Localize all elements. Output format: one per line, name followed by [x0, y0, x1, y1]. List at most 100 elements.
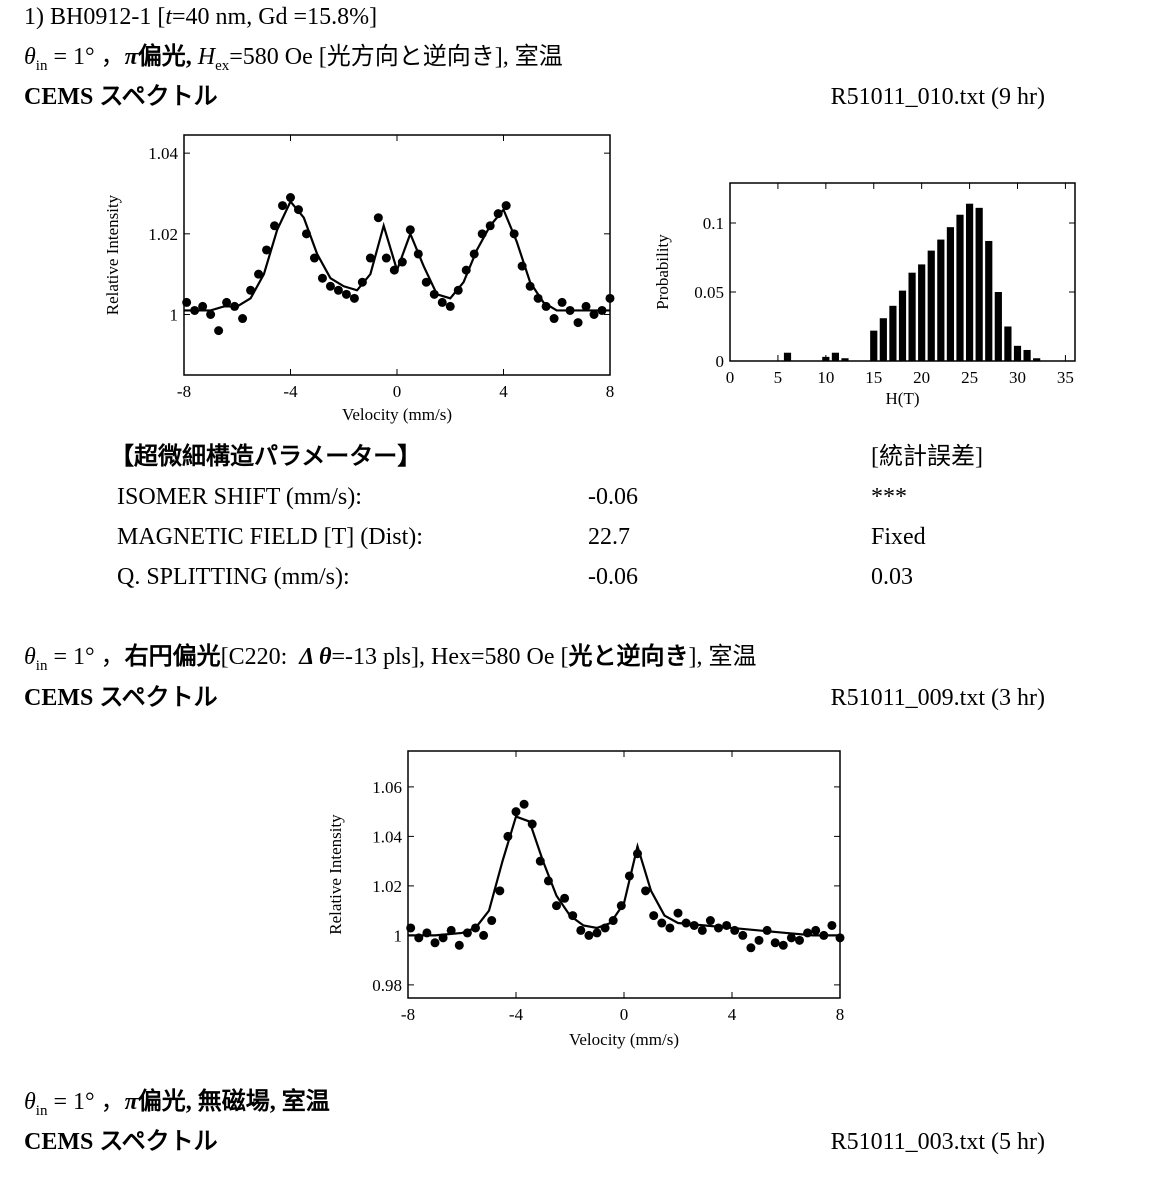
- data-point: [754, 935, 764, 945]
- bar: [946, 227, 955, 361]
- x-tick-label: -8: [401, 1005, 415, 1024]
- data-point: [317, 273, 327, 283]
- param-value: 22.7: [588, 524, 630, 550]
- params-title: 【超微細構造パラメーター】: [110, 444, 422, 470]
- x-tick-label: 15: [865, 368, 882, 387]
- data-point: [198, 301, 208, 311]
- file: R51011_009.txt (3 hr): [830, 685, 1045, 711]
- x-tick-label: 30: [1009, 368, 1026, 387]
- bar: [908, 272, 916, 361]
- file: R51011_010.txt (9 hr): [830, 84, 1045, 110]
- data-point: [333, 285, 343, 295]
- text: 偏光, 無磁場, 室温: [137, 1089, 330, 1115]
- data-point: [827, 920, 837, 930]
- bar: [879, 318, 887, 361]
- text: 偏光,: [137, 44, 198, 70]
- data-point: [657, 918, 667, 928]
- y-tick-label: 0: [716, 352, 725, 371]
- data-point: [770, 938, 780, 948]
- bar: [898, 290, 907, 361]
- text: π: [124, 1089, 138, 1115]
- param-value: -0.06: [588, 484, 638, 510]
- bar: [870, 330, 878, 361]
- x-axis-label: Velocity (mm/s): [569, 1030, 679, 1049]
- bar: [1004, 326, 1012, 361]
- data-point: [581, 301, 591, 311]
- text: H: [197, 44, 216, 70]
- bar: [831, 352, 840, 361]
- y-tick-label: 1.04: [372, 827, 402, 846]
- plot-frame: [183, 134, 611, 376]
- x-tick-label: 4: [499, 382, 508, 401]
- y-tick-label: 1: [394, 926, 403, 945]
- data-point: [487, 916, 497, 926]
- text: θ: [24, 644, 36, 670]
- y-tick-label: 1.04: [148, 144, 178, 163]
- data-point: [605, 293, 615, 303]
- text: [C220:: [220, 644, 300, 670]
- text: =580 Oe [光方向と逆向き], 室温: [229, 44, 563, 70]
- data-point: [349, 293, 359, 303]
- x-tick-label: 25: [961, 368, 978, 387]
- data-point: [479, 930, 489, 940]
- x-tick-label: 0: [620, 1005, 629, 1024]
- data-point: [552, 901, 561, 911]
- param-error: ***: [871, 484, 907, 510]
- data-point: [182, 297, 192, 307]
- bar: [1013, 345, 1022, 361]
- data-point: [437, 297, 447, 307]
- data-point: [568, 911, 578, 921]
- condition: θin = 1° ，π偏光, Hex=580 Oe [光方向と逆向き], 室温: [24, 42, 563, 81]
- text: in: [35, 658, 48, 674]
- bar: [822, 356, 830, 361]
- data-point: [262, 245, 272, 255]
- data-point: [254, 269, 264, 279]
- data-point: [511, 807, 521, 817]
- condition: θin = 1° ，π偏光, 無磁場, 室温: [24, 1087, 330, 1126]
- data-point: [665, 923, 675, 933]
- data-point: [560, 893, 570, 903]
- param-name: Q. SPLITTING (mm/s):: [117, 564, 350, 590]
- text: ex: [215, 58, 230, 74]
- y-axis-label: Relative Intensity: [326, 814, 345, 935]
- data-point: [778, 940, 788, 950]
- y-tick-label: 1.02: [148, 225, 178, 244]
- x-tick-label: 10: [817, 368, 834, 387]
- text: Δ θ: [299, 644, 332, 670]
- data-point: [786, 933, 796, 943]
- y-tick-label: 1.02: [372, 877, 402, 896]
- data-point: [454, 940, 464, 950]
- data-point: [549, 314, 559, 324]
- data-point: [206, 309, 216, 319]
- x-tick-label: -4: [283, 382, 298, 401]
- data-point: [325, 281, 335, 291]
- bar: [1023, 349, 1031, 361]
- data-point: [238, 314, 248, 324]
- bar: [985, 240, 993, 361]
- y-tick-label: 0.05: [694, 283, 724, 302]
- data-point: [738, 930, 748, 940]
- data-point: [584, 930, 594, 940]
- x-tick-label: 0: [393, 382, 402, 401]
- data-point: [697, 925, 707, 935]
- data-point: [430, 938, 440, 948]
- fit-line: [408, 815, 840, 937]
- bar: [927, 250, 935, 361]
- data-point: [641, 886, 651, 896]
- text: = 1° ，: [47, 1089, 125, 1115]
- y-tick-label: 1: [170, 305, 179, 324]
- condition: θin = 1° ，右円偏光[C220: Δ θ=-13 pls], Hex=5…: [24, 642, 757, 681]
- data-point: [286, 193, 295, 203]
- text: = 1° ，: [47, 44, 125, 70]
- data-point: [649, 911, 659, 921]
- x-tick-label: 5: [774, 368, 783, 387]
- fit-line: [184, 199, 610, 312]
- data-point: [493, 209, 503, 219]
- data-point: [214, 326, 224, 336]
- data-point: [309, 253, 319, 263]
- x-axis-label: Velocity (mm/s): [342, 405, 452, 424]
- y-tick-label: 1.06: [372, 778, 402, 797]
- text: in: [35, 58, 48, 74]
